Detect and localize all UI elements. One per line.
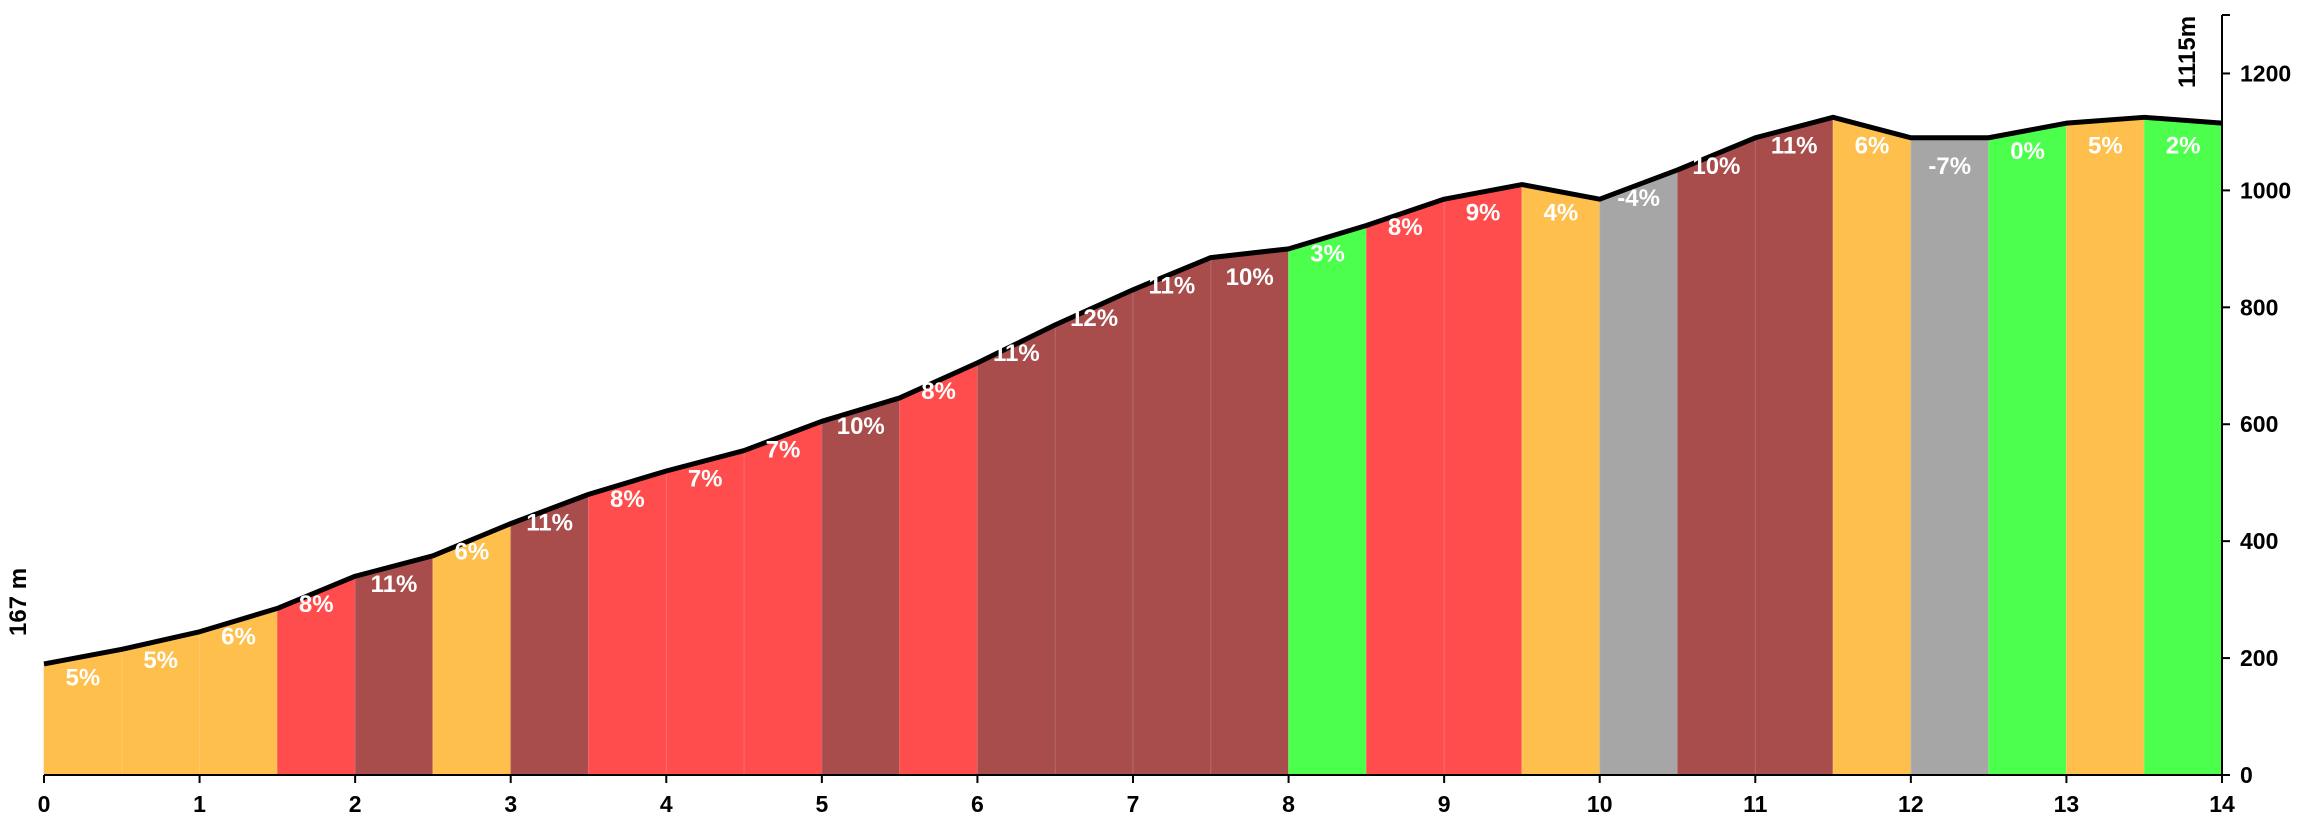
gradient-segment	[1754, 116, 1834, 776]
x-tick-label: 13	[2054, 791, 2080, 817]
gradient-segment	[1210, 248, 1289, 776]
y-tick-label: 600	[2240, 411, 2278, 437]
gradient-segment	[899, 362, 978, 776]
gradient-segment	[2143, 116, 2223, 776]
summit-elevation-label: 1115m	[2174, 16, 2201, 88]
gradient-label: 8%	[610, 486, 645, 513]
y-axis: 0 200 400 600 800 1000 1200	[2221, 14, 2291, 788]
profile-line-group	[43, 114, 2223, 667]
gradient-label: 11%	[526, 509, 573, 536]
gradient-label: 8%	[921, 378, 956, 405]
x-tick-label: 3	[504, 791, 517, 817]
gradient-label: 10%	[1226, 264, 1274, 291]
gradient-label: 3%	[1310, 240, 1345, 267]
gradient-segment	[588, 470, 667, 776]
gradient-label: 6%	[221, 623, 256, 650]
gradient-segment	[1366, 198, 1445, 776]
x-tick-label: 10	[1587, 791, 1613, 817]
gradient-label: 10%	[1692, 153, 1740, 180]
x-tick-label: 4	[660, 791, 673, 817]
gradient-segment	[1288, 225, 1367, 776]
y-tick-label: 1000	[2240, 177, 2291, 203]
y-tick-label: 800	[2240, 294, 2278, 320]
gradient-label: 11%	[1149, 273, 1196, 300]
gradient-label: 11%	[993, 340, 1040, 367]
gradient-label: 8%	[299, 591, 334, 618]
gradient-label: 6%	[454, 539, 489, 566]
gradient-segment	[2066, 116, 2145, 776]
gradient-label: 4%	[1543, 200, 1578, 227]
y-tick-label: 0	[2240, 762, 2253, 788]
gradient-label: 5%	[66, 664, 101, 691]
y-tick-label: 200	[2240, 645, 2278, 671]
gradient-label: 7%	[688, 466, 723, 493]
x-axis: 0 1 2 3 4 5 6 7 8 9 10 11 12 13 14	[38, 774, 2235, 817]
gradient-label: 7%	[766, 436, 801, 463]
gradient-segment	[1443, 184, 1523, 776]
gradient-segment	[1832, 116, 1912, 776]
gradient-segment	[1988, 122, 2067, 776]
x-tick-label: 14	[2209, 791, 2235, 817]
x-tick-label: 8	[1282, 791, 1295, 817]
gradient-segment	[1132, 257, 1212, 776]
profile-line	[43, 114, 2223, 667]
x-tick-label: 9	[1438, 791, 1451, 817]
x-tick-label: 5	[815, 791, 828, 817]
start-elevation-label: 167 m	[5, 568, 32, 636]
gradient-label: 12%	[1070, 305, 1118, 332]
gradient-segment	[1521, 184, 1601, 776]
gradient-label: 6%	[1855, 132, 1890, 159]
gradient-labels: 5% 5% 6% 8% 11% 6% 11% 8% 7% 7% 10% 8% 11% 12% 11% 10% 3…	[66, 132, 2201, 691]
x-tick-label: 12	[1898, 791, 1924, 817]
gradient-label: 10%	[837, 413, 885, 440]
gradient-segment	[977, 324, 1056, 776]
x-tick-label: 1	[193, 791, 206, 817]
x-tick-label: 7	[1127, 791, 1140, 817]
gradient-label: 11%	[371, 571, 418, 598]
gradient-segment	[743, 420, 823, 776]
gradient-label: 8%	[1388, 214, 1423, 241]
y-tick-label: 400	[2240, 528, 2278, 554]
gradient-segments	[43, 116, 2223, 776]
gradient-label: 11%	[1771, 132, 1818, 159]
x-tick-label: 11	[1743, 791, 1768, 817]
gradient-segment	[665, 450, 745, 776]
gradient-label: -7%	[1928, 153, 1971, 180]
gradient-label: 2%	[2166, 132, 2201, 159]
x-tick-label: 0	[38, 791, 51, 817]
gradient-segment	[1910, 137, 1989, 776]
gradient-label: 5%	[2088, 132, 2123, 159]
gradient-segment	[821, 397, 900, 776]
gradient-segment	[1677, 137, 1756, 776]
x-tick-label: 2	[349, 791, 362, 817]
gradient-segment	[1054, 289, 1134, 776]
gradient-segment	[510, 493, 589, 776]
x-tick-label: 6	[971, 791, 984, 817]
y-tick-label: 1200	[2240, 60, 2291, 86]
gradient-label: 5%	[143, 647, 178, 674]
gradient-label: 9%	[1466, 200, 1501, 227]
gradient-label: -4%	[1617, 185, 1660, 212]
gradient-label: 0%	[2010, 138, 2045, 165]
gradient-segment	[1599, 169, 1678, 776]
